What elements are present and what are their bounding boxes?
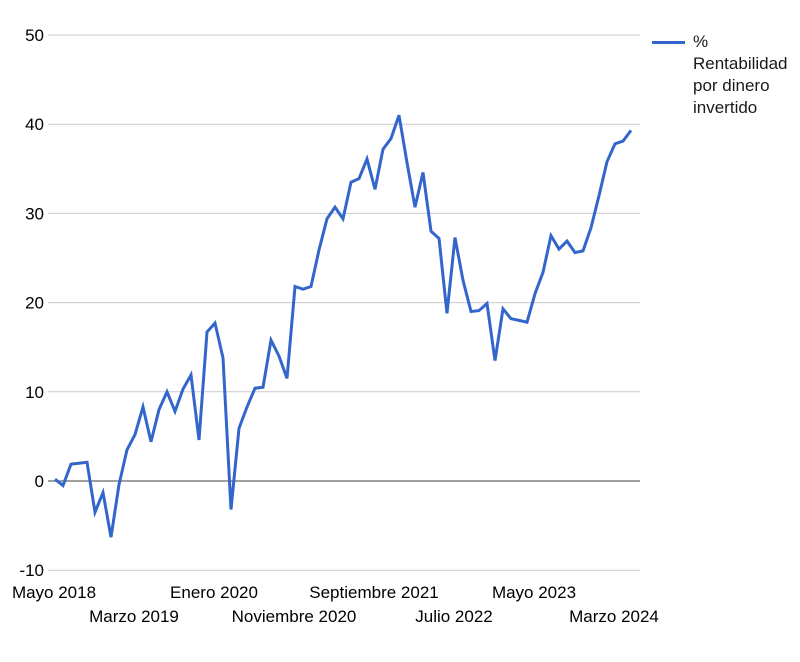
- y-axis-label: 10: [25, 383, 44, 402]
- y-axis-label: 0: [35, 472, 44, 491]
- y-axis-label: 20: [25, 294, 44, 313]
- series-line: [54, 114, 633, 538]
- x-axis-label: Septiembre 2021: [309, 583, 438, 602]
- y-axis-label: -10: [19, 561, 44, 580]
- y-axis-label: 50: [25, 26, 44, 45]
- x-axis-label: Enero 2020: [170, 583, 258, 602]
- x-axis-label: Mayo 2023: [492, 583, 576, 602]
- x-axis-label: Marzo 2019: [89, 607, 179, 626]
- x-axis-label: Julio 2022: [415, 607, 493, 626]
- legend-item[interactable]: % Rentabilidad por dinero invertido: [652, 31, 800, 119]
- y-axis-label: 30: [25, 204, 44, 223]
- y-axis-label: 40: [25, 115, 44, 134]
- x-axis-label: Noviembre 2020: [232, 607, 357, 626]
- legend-label: % Rentabilidad por dinero invertido: [693, 32, 788, 117]
- legend-line-swatch: [652, 41, 685, 44]
- x-axis-label: Marzo 2024: [569, 607, 659, 626]
- x-axis-label: Mayo 2018: [12, 583, 96, 602]
